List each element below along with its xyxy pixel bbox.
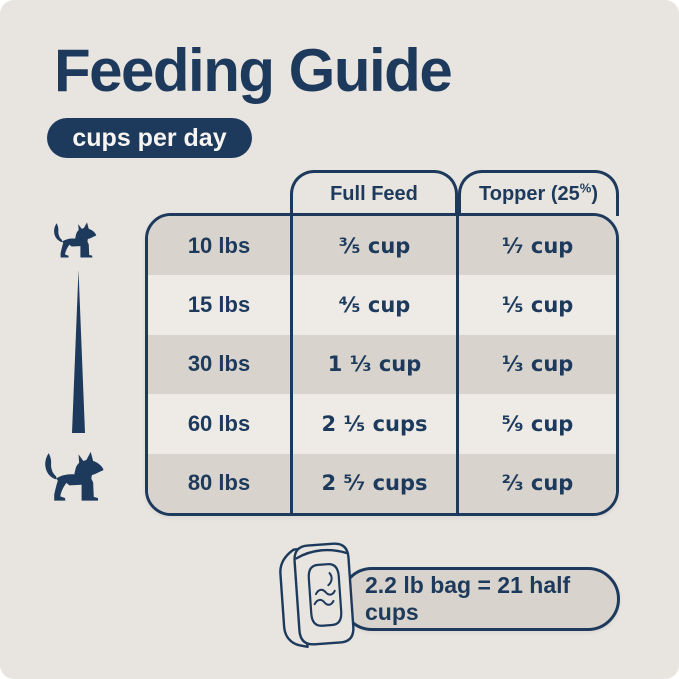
large-dog-icon	[45, 451, 104, 501]
table-row: 15 lbs ⁴⁄₅ cup ¹⁄₅ cup	[148, 275, 616, 335]
topper-cell: ¹⁄₅ cup	[456, 275, 616, 335]
feeding-table: 10 lbs ³⁄₅ cup ¹⁄₇ cup 15 lbs ⁴⁄₅ cup ¹⁄…	[145, 213, 619, 516]
weight-cell: 60 lbs	[187, 410, 251, 436]
full-feed-cell: 2 ⁵⁄₇ cups	[290, 453, 456, 513]
dog-food-bag-icon	[279, 542, 355, 648]
full-feed-cell: ³⁄₅ cup	[290, 216, 456, 276]
weight-cell: 15 lbs	[187, 292, 251, 318]
topper-cell: ²⁄₃ cup	[456, 453, 616, 513]
weight-cell: 10 lbs	[187, 232, 251, 258]
topper-label: Topper (25%)	[479, 180, 598, 205]
small-dog-icon	[54, 222, 97, 258]
full-feed-cell: 1 ¹⁄₃ cup	[290, 334, 456, 395]
column-header-full-feed: Full Feed	[290, 170, 458, 216]
table-row: 30 lbs 1 ¹⁄₃ cup ¹⁄₃ cup	[148, 334, 616, 395]
bag-yield-pill: 2.2 lb bag = 21 half cups	[340, 567, 620, 631]
full-feed-cell: ⁴⁄₅ cup	[290, 275, 456, 335]
weight-cell: 80 lbs	[187, 470, 251, 496]
column-header-topper: Topper (25%)	[458, 170, 619, 216]
size-scale-wedge	[72, 270, 85, 433]
cups-per-day-badge: cups per day	[47, 118, 252, 158]
table-row: 10 lbs ³⁄₅ cup ¹⁄₇ cup	[148, 216, 616, 276]
badge-label: cups per day	[72, 123, 227, 152]
table-row: 60 lbs 2 ¹⁄₅ cups ⁵⁄₉ cup	[148, 394, 616, 454]
topper-cell: ¹⁄₃ cup	[456, 334, 616, 395]
bag-yield-text: 2.2 lb bag = 21 half cups	[365, 572, 571, 625]
weight-cell: 30 lbs	[187, 351, 251, 377]
percent-superscript: %	[579, 180, 592, 196]
page-title: Feeding Guide	[54, 37, 453, 104]
topper-cell: ⁵⁄₉ cup	[456, 394, 616, 454]
full-feed-cell: 2 ¹⁄₅ cups	[290, 394, 456, 454]
topper-cell: ¹⁄₇ cup	[456, 216, 616, 276]
table-row: 80 lbs 2 ⁵⁄₇ cups ²⁄₃ cup	[148, 453, 616, 513]
full-feed-label: Full Feed	[330, 183, 418, 205]
